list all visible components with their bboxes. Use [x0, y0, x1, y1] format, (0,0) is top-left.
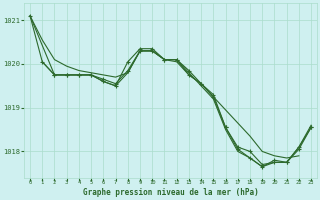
- X-axis label: Graphe pression niveau de la mer (hPa): Graphe pression niveau de la mer (hPa): [83, 188, 259, 197]
